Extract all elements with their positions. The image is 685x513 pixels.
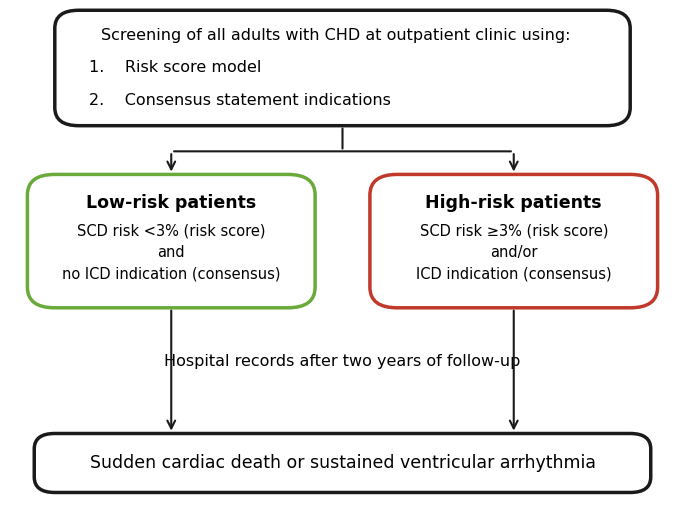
Text: SCD risk <3% (risk score): SCD risk <3% (risk score) xyxy=(77,223,266,239)
Text: and: and xyxy=(158,245,185,260)
Text: Hospital records after two years of follow-up: Hospital records after two years of foll… xyxy=(164,354,521,369)
FancyBboxPatch shape xyxy=(27,174,315,308)
FancyBboxPatch shape xyxy=(370,174,658,308)
FancyBboxPatch shape xyxy=(55,10,630,126)
Text: 1.    Risk score model: 1. Risk score model xyxy=(89,61,262,75)
Text: Low-risk patients: Low-risk patients xyxy=(86,193,256,212)
Text: High-risk patients: High-risk patients xyxy=(425,193,602,212)
Text: ICD indication (consensus): ICD indication (consensus) xyxy=(416,267,612,282)
FancyBboxPatch shape xyxy=(34,433,651,492)
Text: SCD risk ≥3% (risk score): SCD risk ≥3% (risk score) xyxy=(419,223,608,239)
Text: and/or: and/or xyxy=(490,245,538,260)
Text: Sudden cardiac death or sustained ventricular arrhythmia: Sudden cardiac death or sustained ventri… xyxy=(90,454,595,472)
Text: no ICD indication (consensus): no ICD indication (consensus) xyxy=(62,267,280,282)
Text: Screening of all adults with CHD at outpatient clinic using:: Screening of all adults with CHD at outp… xyxy=(101,28,571,43)
Text: 2.    Consensus statement indications: 2. Consensus statement indications xyxy=(89,93,391,108)
